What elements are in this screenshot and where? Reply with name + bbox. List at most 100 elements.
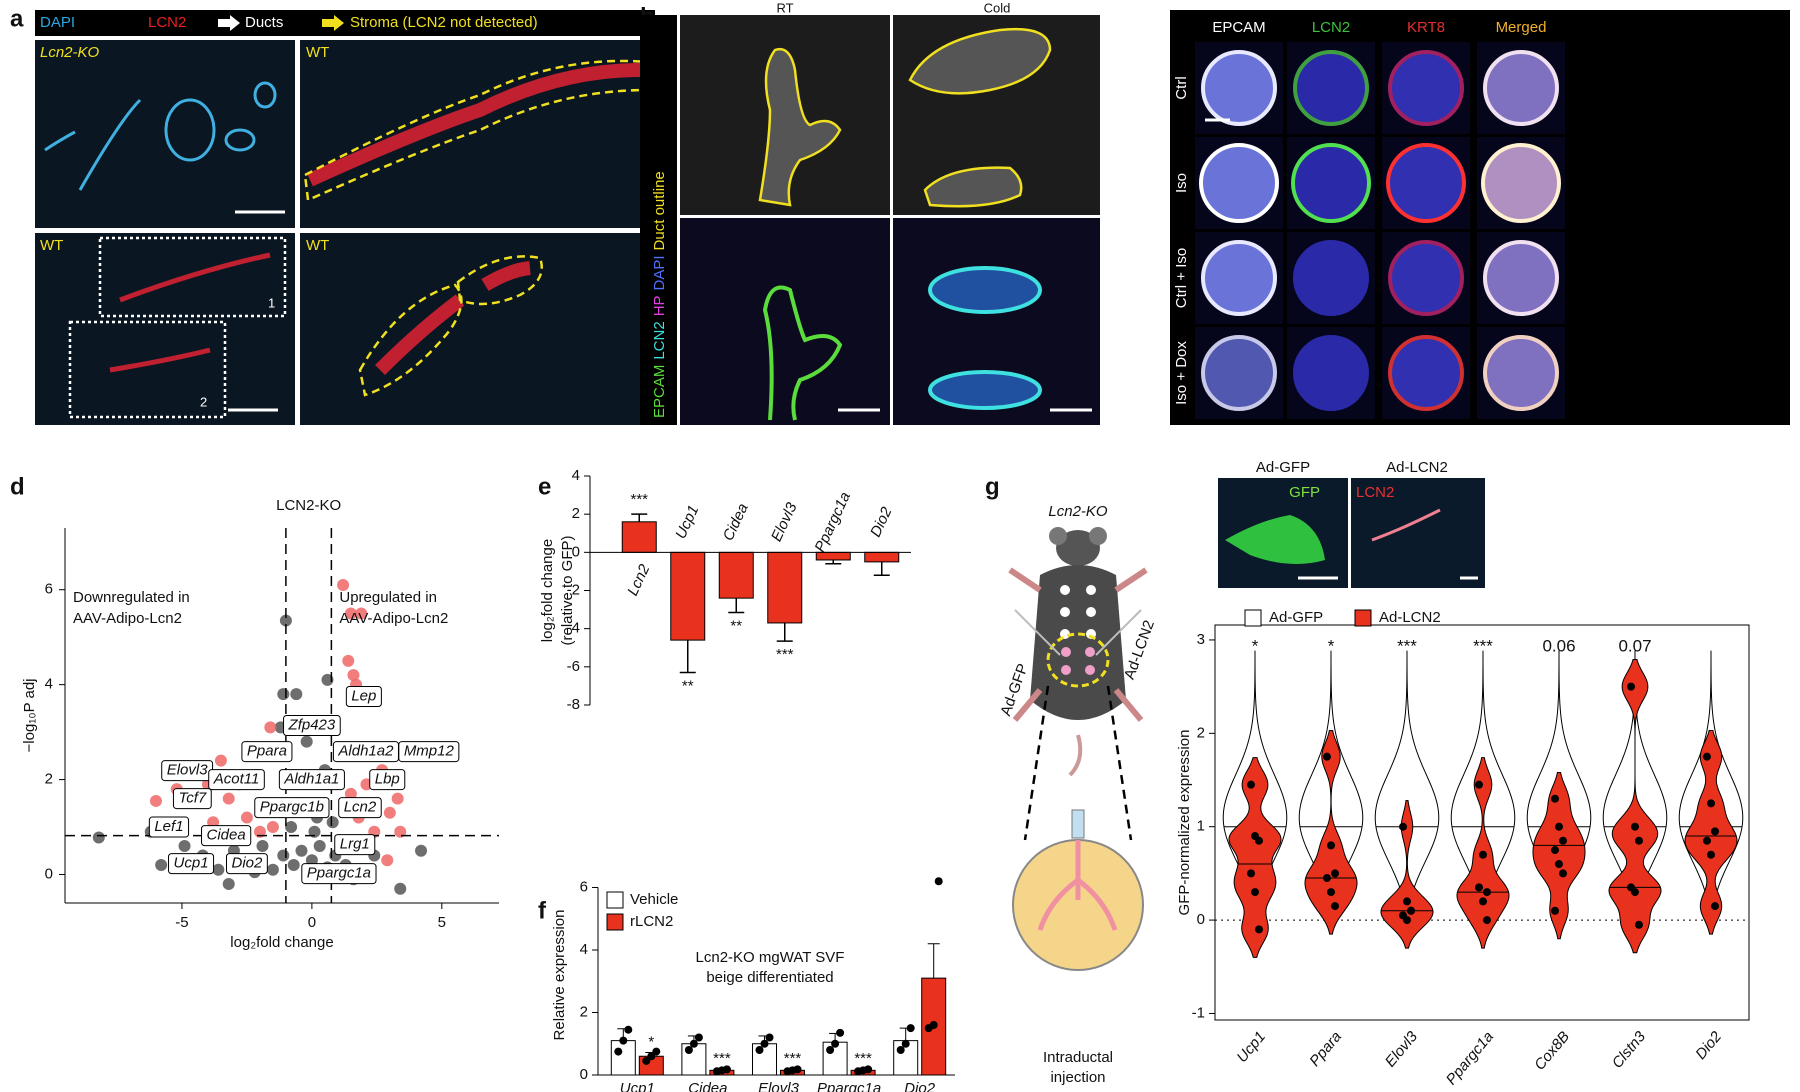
point (321, 673, 334, 686)
point (214, 754, 227, 767)
y-tick-label: -8 (567, 696, 580, 713)
y-axis-label: log₂fold change (539, 539, 556, 642)
point (1323, 752, 1331, 761)
point (1403, 916, 1411, 925)
y-axis-label: GFP-normalized expression (1176, 730, 1193, 916)
category-label: Ppargc1a (811, 489, 854, 554)
point (1551, 906, 1559, 915)
point (614, 1047, 623, 1056)
micrograph (35, 233, 295, 425)
category-label: Ppargc1a (817, 1080, 881, 1092)
point (624, 1025, 633, 1034)
legend-label: Ad-GFP (1269, 609, 1323, 626)
column-label: RT (776, 0, 793, 15)
point (222, 878, 235, 891)
point (760, 1039, 769, 1048)
point (1403, 897, 1411, 906)
column-label: Cold (984, 0, 1011, 15)
row-label: Ctrl (1173, 76, 1190, 99)
mouse-illustration (1008, 527, 1148, 971)
point (934, 877, 943, 886)
category-label: Dio2 (904, 1080, 936, 1092)
gene-label-box (283, 714, 341, 736)
column-label: Ad-LCN2 (1386, 459, 1448, 476)
gene-label: Elovl3 (167, 762, 209, 779)
category-label: Ucp1 (1234, 1028, 1270, 1066)
column-label: Merged (1496, 19, 1547, 36)
panel-label: a (10, 5, 24, 32)
point (266, 821, 279, 834)
point (1475, 883, 1483, 892)
gene-label: Aldh1a1 (283, 771, 339, 788)
gene-label: Zfp423 (288, 716, 336, 733)
annotation: Upregulated in (339, 589, 437, 606)
arrow-icon (322, 15, 344, 31)
y-tick-label: 4 (572, 467, 580, 484)
point (929, 1021, 938, 1029)
gene-label: Dio2 (231, 855, 263, 872)
point (266, 863, 279, 876)
point (836, 1028, 845, 1037)
gene-label: Lcn2 (344, 799, 377, 816)
y-tick-label: 2 (572, 505, 580, 522)
stain-label: Stroma (LCN2 not detected) (350, 14, 538, 31)
point (1711, 827, 1719, 836)
point (1331, 902, 1339, 911)
duct-drawing (307, 63, 641, 187)
annotation: AAV-Adipo-Lcn2 (339, 610, 448, 627)
point (1331, 869, 1339, 878)
violin (1532, 772, 1586, 940)
point (149, 794, 162, 807)
y-tick-label: 0 (580, 1066, 588, 1083)
gene-label: Acot11 (213, 771, 260, 788)
legend-label: Vehicle (630, 891, 678, 908)
point (287, 859, 300, 872)
point (279, 614, 292, 627)
stain-drawing (928, 266, 1042, 314)
point (1707, 850, 1715, 859)
legend-swatch (606, 891, 624, 909)
gene-label: Cidea (207, 827, 246, 844)
chart-title: LCN2-KO (276, 497, 341, 514)
point (355, 607, 368, 620)
point (240, 811, 253, 824)
point (381, 854, 394, 867)
stain-label: GFP (1289, 484, 1320, 501)
duct-outline (456, 255, 543, 306)
point (689, 1039, 698, 1048)
point (1327, 841, 1335, 850)
gene-label-box (278, 769, 345, 791)
duct-drawing (44, 81, 277, 191)
stain-label: HP (651, 295, 668, 316)
y-axis-label: −log₁₀P adj (21, 679, 38, 753)
point (290, 688, 303, 701)
image-label: Lcn2-KO (40, 44, 100, 61)
significance: *** (713, 1050, 731, 1067)
significance: * (1328, 636, 1335, 655)
category-label: Elovl3 (768, 499, 801, 544)
duct-drawing (109, 347, 211, 373)
duct-outline (358, 283, 463, 397)
point (901, 1039, 910, 1048)
y-tick-label: 2 (1197, 724, 1205, 741)
point (647, 1052, 656, 1061)
point (212, 863, 225, 876)
significance: 0.07 (1618, 636, 1651, 655)
y-tick-label: -4 (567, 620, 580, 637)
stain-label: DAPI (651, 255, 668, 290)
point (253, 825, 266, 838)
stain-label: Duct outline (651, 171, 668, 250)
column-label: KRT8 (1407, 19, 1445, 36)
point (1551, 846, 1559, 855)
y-tick-label: 2 (45, 771, 53, 788)
y-tick-label: -6 (567, 658, 580, 675)
point (1251, 888, 1259, 897)
gene-label: Aldh1a2 (337, 743, 394, 760)
point (295, 844, 308, 857)
gene-label-box (334, 834, 376, 856)
point (155, 859, 168, 872)
significance: *** (630, 491, 648, 508)
y-tick-label: 0 (45, 865, 53, 882)
